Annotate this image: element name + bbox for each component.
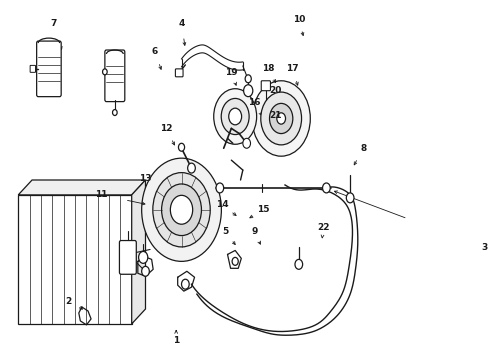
Circle shape: [142, 158, 221, 261]
Text: 2: 2: [66, 297, 72, 306]
Circle shape: [322, 183, 330, 193]
Text: 16: 16: [248, 98, 261, 107]
Circle shape: [232, 257, 238, 265]
Circle shape: [188, 163, 196, 173]
Circle shape: [171, 195, 193, 224]
Circle shape: [295, 260, 303, 269]
Text: 9: 9: [251, 227, 258, 236]
Circle shape: [270, 103, 293, 134]
Text: 7: 7: [50, 19, 57, 28]
Text: 11: 11: [95, 190, 107, 199]
Text: 19: 19: [225, 68, 238, 77]
Polygon shape: [18, 195, 132, 324]
Circle shape: [178, 143, 185, 151]
Circle shape: [244, 85, 253, 96]
FancyBboxPatch shape: [175, 69, 183, 77]
Circle shape: [277, 113, 286, 124]
Circle shape: [139, 251, 148, 264]
Circle shape: [261, 92, 301, 145]
FancyBboxPatch shape: [120, 240, 136, 274]
Circle shape: [153, 172, 210, 247]
Circle shape: [243, 138, 250, 148]
Text: 6: 6: [151, 46, 158, 55]
FancyBboxPatch shape: [261, 81, 270, 91]
Circle shape: [221, 98, 249, 135]
Circle shape: [245, 75, 251, 83]
Text: 15: 15: [257, 205, 270, 214]
Text: 20: 20: [270, 86, 282, 95]
Text: 4: 4: [178, 19, 185, 28]
FancyBboxPatch shape: [30, 66, 35, 72]
Circle shape: [142, 266, 149, 276]
Polygon shape: [18, 180, 146, 195]
Text: 5: 5: [222, 227, 228, 236]
Circle shape: [102, 69, 107, 75]
Circle shape: [252, 81, 310, 156]
FancyBboxPatch shape: [105, 50, 125, 102]
Circle shape: [162, 184, 201, 235]
Text: 14: 14: [216, 200, 228, 209]
FancyBboxPatch shape: [37, 41, 61, 96]
Text: 22: 22: [317, 223, 330, 232]
Circle shape: [216, 183, 223, 193]
Text: 3: 3: [481, 243, 488, 252]
Polygon shape: [132, 180, 146, 324]
Circle shape: [214, 89, 257, 144]
Circle shape: [346, 193, 354, 203]
Circle shape: [113, 109, 117, 116]
Circle shape: [229, 108, 242, 125]
Text: 1: 1: [173, 336, 179, 345]
Text: 17: 17: [286, 64, 299, 73]
Text: 12: 12: [160, 124, 172, 133]
Text: 13: 13: [139, 174, 152, 183]
Text: 10: 10: [293, 15, 305, 24]
Circle shape: [181, 279, 189, 289]
Text: 8: 8: [360, 144, 367, 153]
Text: 18: 18: [262, 64, 274, 73]
Text: 21: 21: [270, 111, 282, 120]
